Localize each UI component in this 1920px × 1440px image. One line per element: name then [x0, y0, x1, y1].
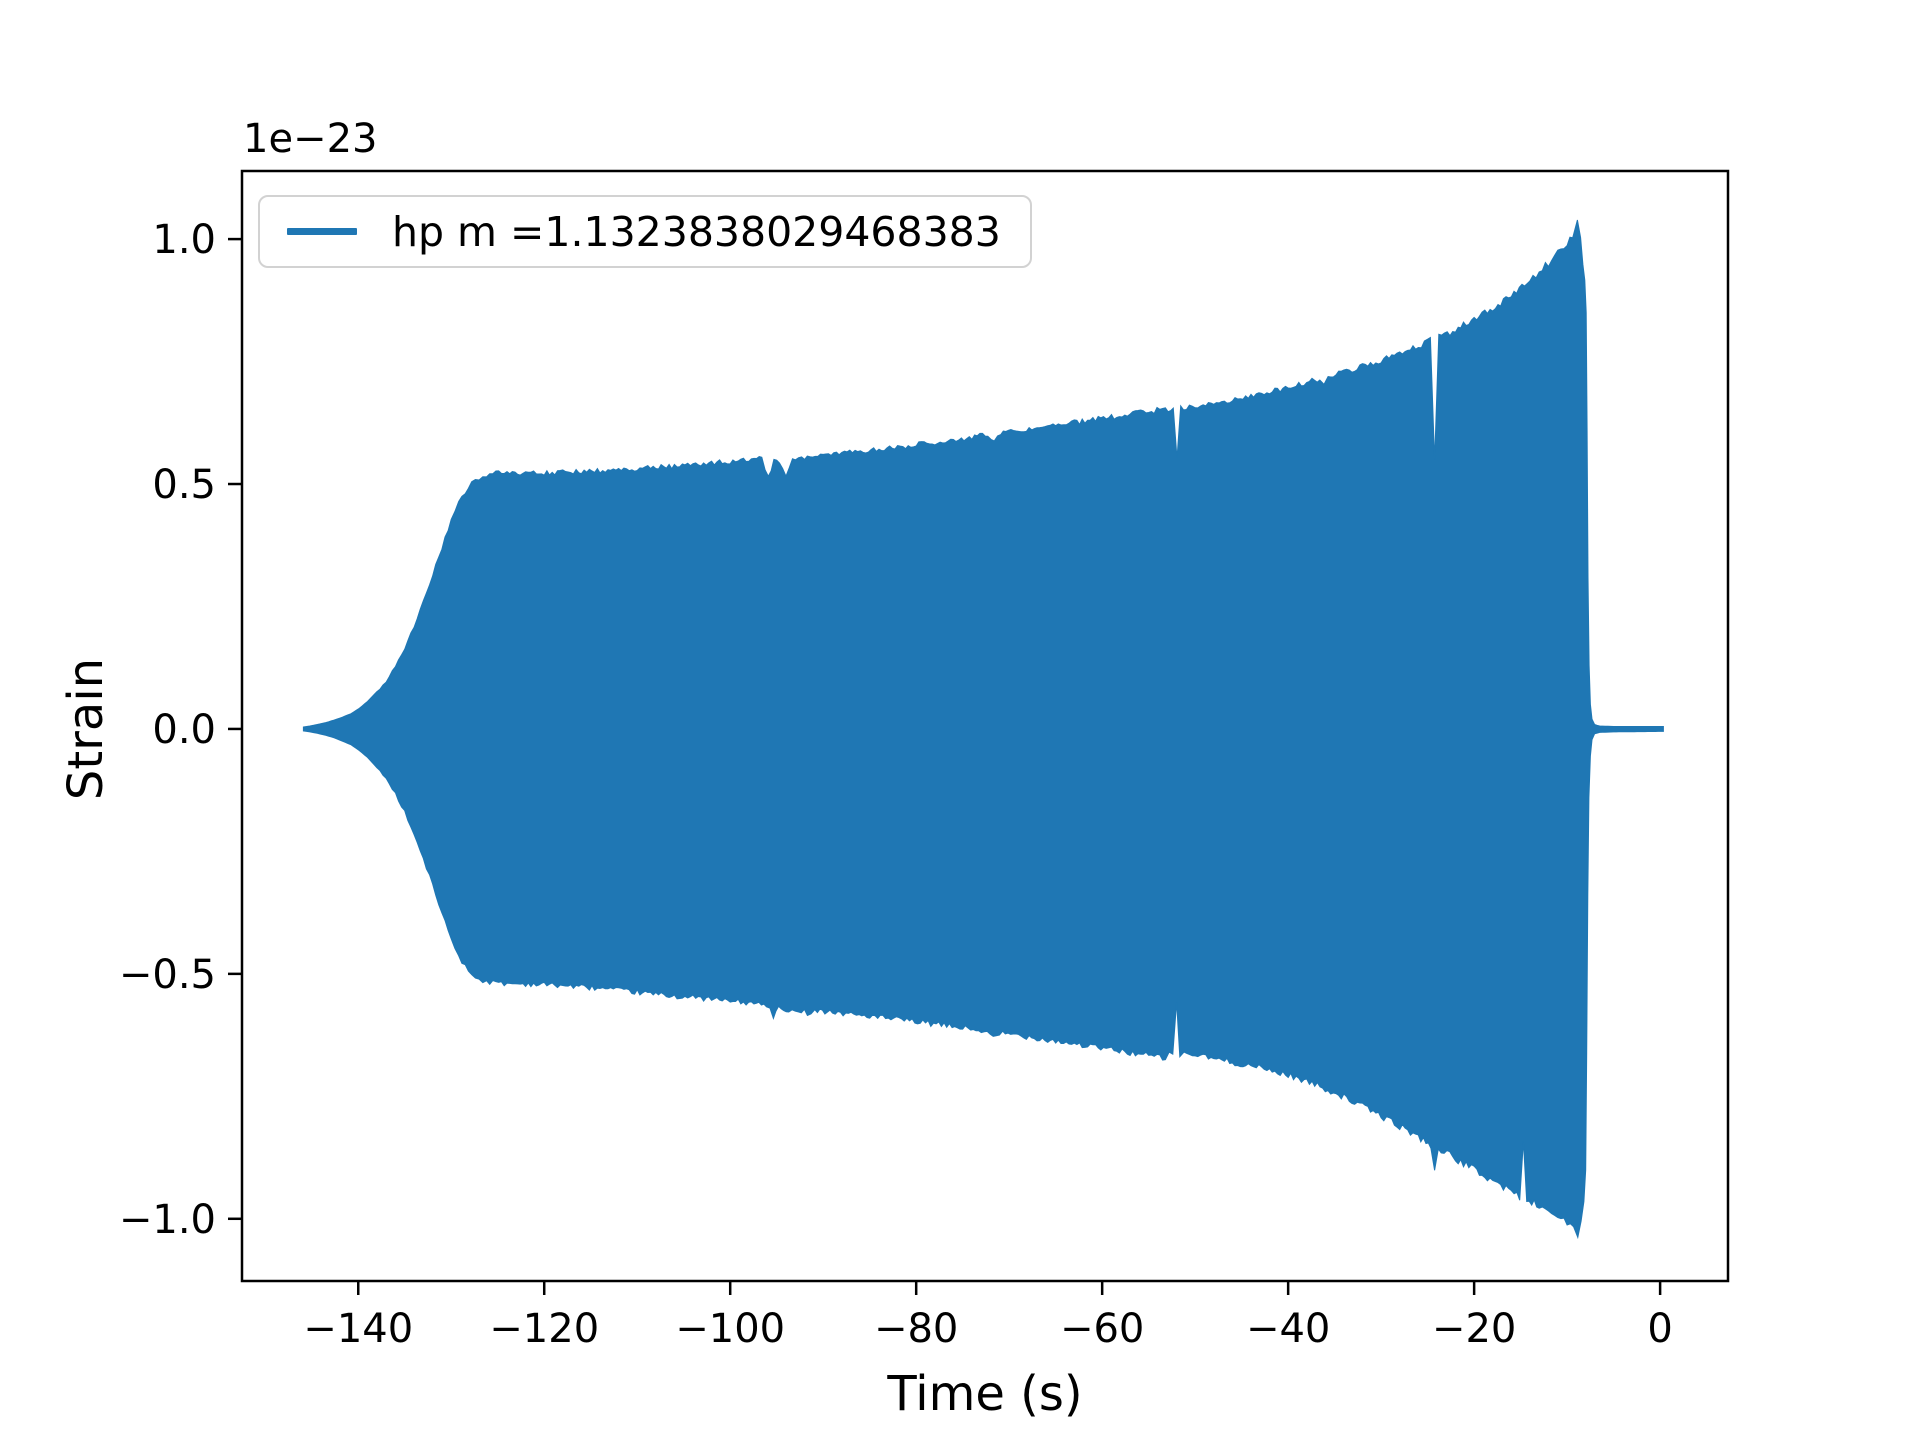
x-tick-label: −20 [1432, 1306, 1516, 1352]
axes-spines [240, 169, 1730, 1283]
x-axis-label: Time (s) [887, 1366, 1083, 1422]
y-axis-offset-text: 1e−23 [243, 116, 378, 162]
x-tick-label: −140 [303, 1306, 413, 1352]
x-tick-label: −100 [675, 1306, 785, 1352]
y-tick-label: 0.0 [152, 707, 216, 753]
x-tick-label: −40 [1246, 1306, 1330, 1352]
waveform-series [302, 219, 1664, 1240]
x-axis-ticks: −140 −120 −100 −80 −60 −40 −20 0 [303, 1281, 1673, 1352]
y-tick-label: 1.0 [152, 217, 216, 263]
y-tick-label: −0.5 [119, 952, 216, 998]
x-tick-label: −60 [1060, 1306, 1144, 1352]
y-axis-ticks: −1.0 −0.5 0.0 0.5 1.0 [119, 217, 242, 1243]
y-tick-label: 0.5 [152, 462, 216, 508]
legend-line-sample [287, 228, 357, 235]
y-tick-label: −1.0 [119, 1197, 216, 1243]
legend-label: hp m =1.1323838029468383 [392, 207, 1001, 256]
y-axis-label: Strain [58, 657, 114, 801]
legend: hp m =1.1323838029468383 [258, 195, 1032, 268]
x-tick-label: 0 [1647, 1306, 1672, 1352]
x-tick-label: −120 [489, 1306, 599, 1352]
x-tick-label: −80 [874, 1306, 958, 1352]
